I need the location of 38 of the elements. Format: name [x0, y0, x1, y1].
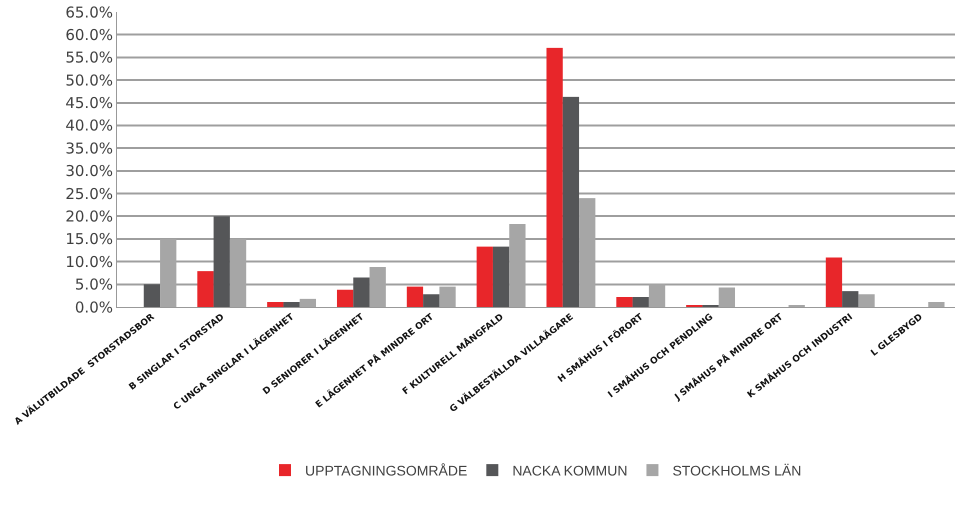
bar: [858, 294, 875, 307]
bar: [718, 287, 736, 307]
bar: [267, 302, 284, 307]
legend-label: STOCKHOLMS LÄN: [672, 462, 802, 479]
y-tick-label: 60.0%: [65, 26, 113, 44]
y-tick-label: 35.0%: [65, 139, 113, 158]
bar: [423, 294, 440, 307]
bar: [406, 286, 424, 307]
bar: [546, 48, 563, 307]
y-tick-label: 5.0%: [74, 276, 113, 294]
bar: [283, 302, 300, 307]
y-tick-label: 15.0%: [65, 230, 113, 248]
y-tick-label: 10.0%: [65, 252, 113, 271]
bar: [353, 278, 370, 307]
bar: [476, 246, 493, 307]
bar: [842, 291, 858, 307]
y-tick-label: 0.0%: [74, 298, 113, 316]
y-tick-label: 20.0%: [65, 207, 113, 226]
legend-label: NACKA KOMMUN: [512, 462, 628, 479]
y-tick-label: 65.0%: [65, 3, 113, 22]
y-tick-label: 55.0%: [65, 48, 113, 67]
y-tick-label: 50.0%: [65, 71, 113, 90]
legend-label: UPPTAGNINGSOMRÅDE: [305, 462, 468, 479]
bar: [492, 246, 510, 307]
bar: [214, 216, 230, 307]
bar: [144, 284, 160, 307]
bar: [197, 271, 214, 307]
bar: [562, 96, 580, 307]
bar: [928, 302, 945, 307]
y-tick-label: 25.0%: [65, 184, 113, 203]
bar: [632, 297, 649, 307]
bar: [616, 297, 633, 307]
y-tick-label: 45.0%: [65, 94, 113, 112]
bar: [300, 298, 316, 307]
y-tick-label: 40.0%: [65, 116, 113, 135]
bar: [336, 290, 354, 307]
bar: [826, 258, 842, 307]
y-tick-label: 30.0%: [65, 162, 113, 180]
